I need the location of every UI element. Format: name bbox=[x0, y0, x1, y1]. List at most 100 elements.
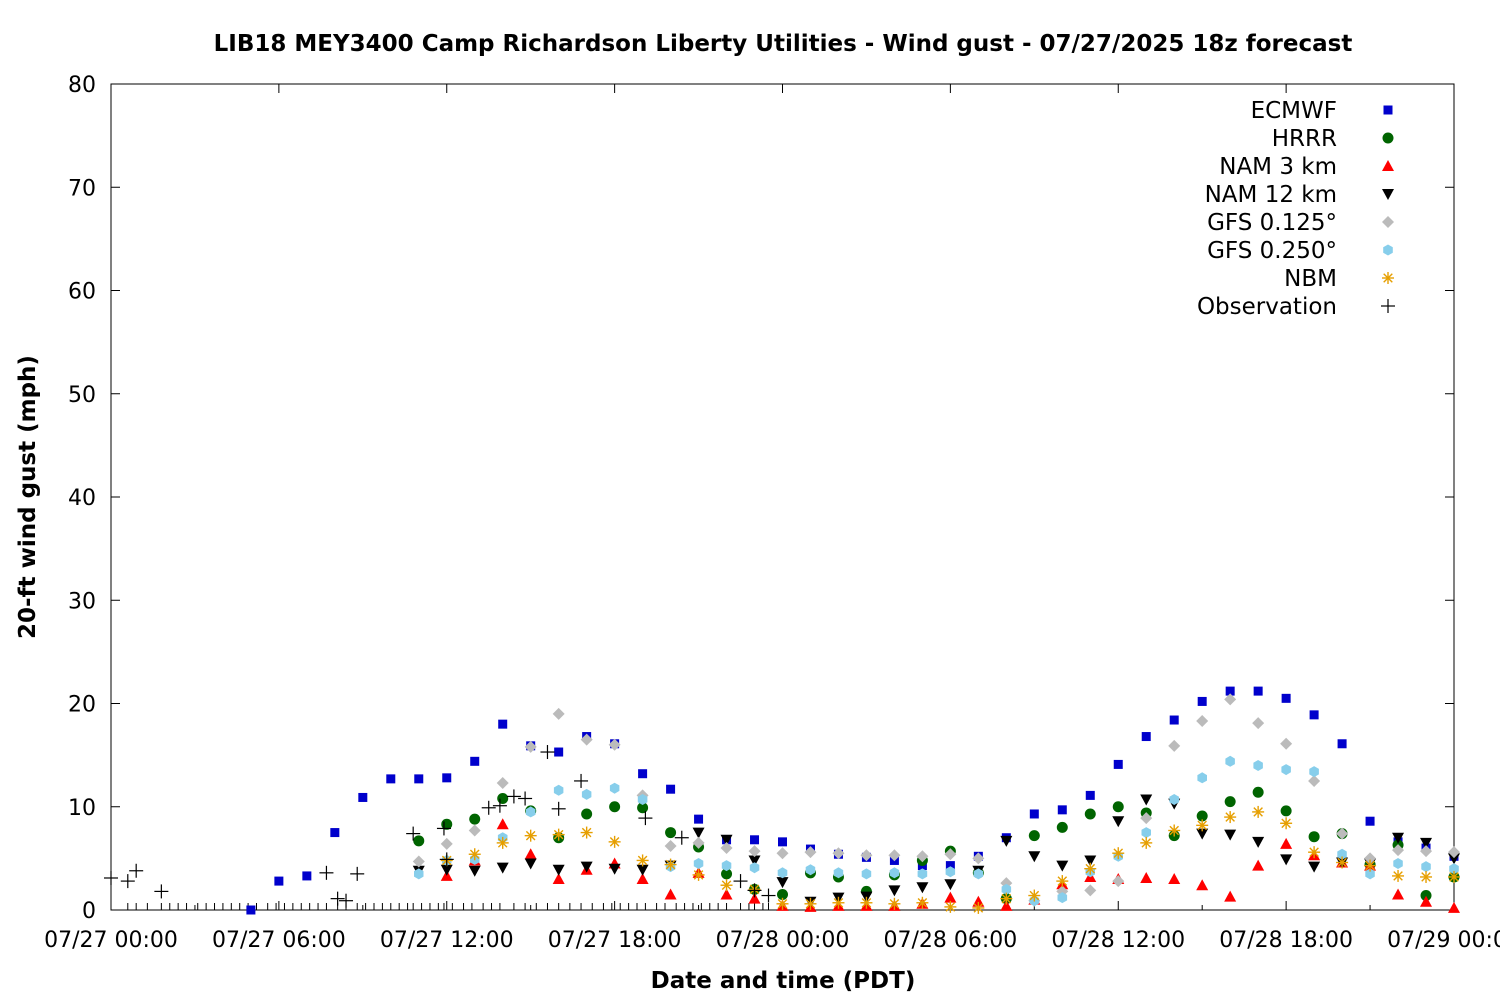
data-point bbox=[1112, 816, 1125, 828]
data-point bbox=[1252, 717, 1265, 730]
data-point bbox=[1168, 824, 1181, 837]
data-point bbox=[436, 821, 451, 836]
legend-label: NBM bbox=[1284, 266, 1337, 292]
data-point bbox=[552, 873, 565, 885]
data-point bbox=[581, 788, 592, 800]
data-point bbox=[1168, 739, 1181, 752]
data-point bbox=[1336, 827, 1349, 840]
x-axis-label: Date and time (PDT) bbox=[651, 968, 916, 994]
legend-marker bbox=[1382, 132, 1394, 144]
data-point bbox=[1393, 858, 1403, 869]
data-point bbox=[861, 868, 872, 880]
data-point bbox=[1392, 832, 1405, 844]
data-point bbox=[917, 868, 928, 880]
x-tick-label: 07/27 18:00 bbox=[548, 928, 682, 953]
legend-label: HRRR bbox=[1272, 126, 1337, 152]
data-point bbox=[1448, 870, 1460, 883]
legend-label: GFS 0.250° bbox=[1207, 238, 1337, 264]
data-point bbox=[720, 834, 733, 846]
data-point bbox=[1364, 852, 1377, 865]
y-tick-label: 70 bbox=[68, 176, 96, 201]
data-point bbox=[552, 707, 565, 720]
data-point bbox=[1084, 855, 1097, 867]
data-point bbox=[440, 864, 453, 876]
data-point bbox=[1225, 686, 1235, 696]
data-point bbox=[889, 867, 900, 879]
data-point bbox=[330, 828, 340, 838]
data-point bbox=[749, 862, 760, 874]
data-point bbox=[748, 855, 761, 867]
y-tick-label: 50 bbox=[68, 383, 96, 408]
data-point bbox=[581, 808, 593, 820]
legend-marker bbox=[1382, 189, 1394, 200]
data-point bbox=[1028, 851, 1041, 863]
data-point bbox=[1392, 869, 1405, 882]
data-point bbox=[748, 845, 761, 858]
data-point bbox=[608, 863, 621, 875]
data-point bbox=[860, 849, 873, 862]
data-point bbox=[1337, 848, 1347, 860]
data-point bbox=[1420, 895, 1433, 907]
data-point bbox=[721, 868, 733, 880]
data-point bbox=[1000, 835, 1013, 847]
data-point bbox=[860, 896, 873, 909]
data-point bbox=[1225, 755, 1235, 767]
data-point bbox=[804, 846, 817, 859]
data-point bbox=[1196, 879, 1209, 891]
data-point bbox=[636, 854, 649, 867]
y-tick-label: 10 bbox=[68, 796, 96, 821]
data-point bbox=[525, 806, 536, 818]
data-point bbox=[469, 813, 481, 825]
data-point bbox=[1197, 696, 1207, 706]
data-point bbox=[1420, 837, 1433, 849]
legend-label: ECMWF bbox=[1251, 98, 1337, 124]
data-point bbox=[553, 784, 564, 796]
data-point bbox=[637, 802, 649, 814]
data-point bbox=[274, 876, 284, 886]
data-point bbox=[496, 836, 509, 849]
data-point bbox=[1280, 837, 1293, 849]
data-point bbox=[524, 848, 537, 860]
data-point bbox=[1252, 859, 1265, 871]
data-point bbox=[1308, 831, 1320, 843]
data-point bbox=[720, 879, 733, 892]
data-point bbox=[1281, 764, 1291, 776]
data-point bbox=[1336, 856, 1349, 869]
series-gfs-0-250- bbox=[414, 755, 1459, 907]
data-point bbox=[674, 830, 689, 845]
data-point bbox=[1253, 686, 1263, 696]
data-point bbox=[1085, 790, 1095, 800]
x-tick-label: 07/27 00:00 bbox=[44, 928, 178, 953]
data-point bbox=[551, 801, 566, 816]
data-point bbox=[1028, 889, 1041, 902]
data-point bbox=[498, 719, 508, 729]
data-point bbox=[1281, 693, 1291, 703]
data-point bbox=[1057, 805, 1067, 815]
data-point bbox=[1112, 801, 1124, 813]
data-point bbox=[1224, 811, 1237, 824]
data-point bbox=[1280, 854, 1293, 866]
x-tick-label: 07/27 12:00 bbox=[380, 928, 514, 953]
y-tick-label: 40 bbox=[68, 486, 96, 511]
data-point bbox=[1196, 819, 1209, 832]
data-point bbox=[1169, 715, 1179, 725]
legend-marker bbox=[1382, 272, 1394, 284]
data-point bbox=[916, 882, 929, 894]
data-point bbox=[944, 848, 957, 861]
data-point bbox=[468, 865, 481, 877]
data-point bbox=[1308, 846, 1321, 859]
data-point bbox=[1140, 794, 1153, 806]
data-point bbox=[1449, 863, 1459, 875]
y-tick-label: 20 bbox=[68, 693, 96, 718]
data-point bbox=[580, 733, 593, 746]
x-axis: 07/27 00:00 07/27 06:00 07/27 12:00 07/27 1… bbox=[44, 84, 1500, 953]
data-point bbox=[524, 858, 537, 870]
data-point bbox=[1448, 901, 1460, 913]
data-point bbox=[692, 868, 705, 881]
observation-time-ticks bbox=[110, 903, 770, 910]
data-point bbox=[1140, 871, 1153, 883]
data-point bbox=[1084, 862, 1097, 875]
data-point bbox=[468, 824, 481, 837]
data-point bbox=[1001, 883, 1012, 895]
data-point bbox=[154, 884, 169, 899]
